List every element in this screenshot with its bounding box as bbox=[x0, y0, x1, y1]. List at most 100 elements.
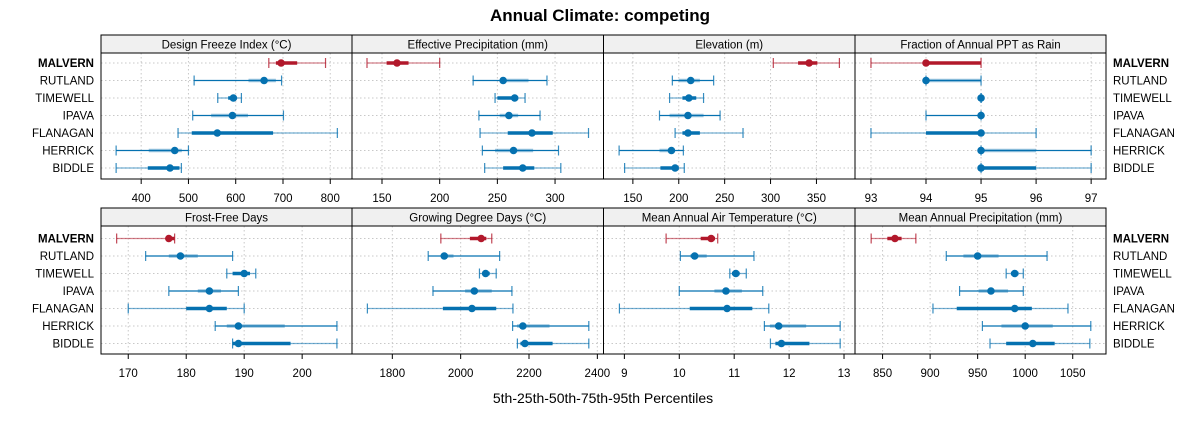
panel-1: Design Freeze Index (°C) 400 500 600 700 800 M… bbox=[32, 34, 353, 205]
row-label: MALVERN bbox=[38, 234, 94, 246]
median-point bbox=[521, 339, 529, 348]
panel-strip-title: Effective Precipitation (mm) bbox=[408, 40, 549, 52]
row-label: BIDDLE bbox=[1113, 339, 1155, 351]
median-point bbox=[722, 287, 730, 295]
median-point bbox=[176, 252, 185, 260]
row-label: MALVERN bbox=[1113, 58, 1169, 70]
row-label: MALVERN bbox=[1113, 234, 1169, 246]
median-point bbox=[234, 339, 243, 348]
x-tick-label: 95 bbox=[975, 193, 988, 205]
x-tick-label: 2400 bbox=[585, 368, 611, 380]
percentile-mark bbox=[115, 163, 182, 173]
row-label: TIMEWELL bbox=[1113, 93, 1172, 105]
percentile-mark bbox=[618, 145, 684, 156]
percentile-mark bbox=[192, 110, 285, 121]
percentile-mark bbox=[512, 321, 590, 331]
percentile-mark bbox=[432, 286, 513, 296]
median-point bbox=[977, 111, 985, 120]
panel-strip-title: Fraction of Annual PPT as Rain bbox=[900, 40, 1060, 52]
percentile-mark bbox=[977, 145, 1092, 156]
row-label: FLANAGAN bbox=[1113, 128, 1175, 140]
x-tick-label: 2200 bbox=[516, 368, 542, 380]
percentile-mark bbox=[674, 128, 744, 138]
x-tick-label: 97 bbox=[1085, 193, 1098, 205]
row-label: HERRICK bbox=[42, 146, 94, 158]
x-tick-label: 10 bbox=[673, 368, 686, 380]
median-point bbox=[777, 339, 786, 348]
median-point bbox=[690, 252, 699, 260]
x-tick-label: 200 bbox=[669, 193, 688, 205]
median-point bbox=[667, 146, 676, 155]
median-point bbox=[1021, 322, 1029, 330]
row-label: IPAVA bbox=[1113, 111, 1145, 123]
x-tick-label: 94 bbox=[920, 193, 933, 205]
median-point bbox=[440, 252, 449, 260]
percentile-mark bbox=[479, 128, 590, 138]
median-point bbox=[205, 287, 214, 295]
median-point bbox=[1010, 304, 1019, 313]
row-label: IPAVA bbox=[63, 286, 95, 298]
median-point bbox=[165, 234, 173, 243]
median-point bbox=[1010, 269, 1019, 278]
panel-strip-title: Mean Annual Air Temperature (°C) bbox=[642, 213, 817, 225]
median-point bbox=[229, 94, 238, 102]
median-point bbox=[510, 94, 519, 102]
panel-6: Growing Degree Days (°C) 1800 2000 2200 2400 bbox=[351, 207, 611, 380]
panel-border bbox=[603, 52, 856, 180]
median-point bbox=[234, 322, 243, 330]
row-label: MALVERN bbox=[38, 58, 94, 70]
x-tick-label: 190 bbox=[235, 368, 254, 380]
percentile-mark bbox=[427, 251, 501, 261]
median-point bbox=[685, 94, 693, 102]
percentile-mark bbox=[145, 251, 234, 261]
row-label: FLANAGAN bbox=[32, 128, 94, 140]
x-tick-label: 850 bbox=[873, 368, 892, 380]
x-tick-label: 950 bbox=[968, 368, 987, 380]
median-point bbox=[1028, 339, 1037, 348]
percentile-mark bbox=[671, 75, 715, 86]
median-point bbox=[686, 76, 695, 85]
row-label: RUTLAND bbox=[40, 251, 94, 263]
row-label: RUTLAND bbox=[40, 76, 94, 88]
x-tick-label: 170 bbox=[119, 368, 138, 380]
panel-3: Elevation (m) 150 200 250 300 350 bbox=[603, 34, 856, 205]
median-point bbox=[684, 111, 692, 120]
median-point bbox=[977, 94, 985, 102]
percentile-mark bbox=[932, 303, 1069, 314]
percentile-mark bbox=[679, 251, 755, 261]
row-label: TIMEWELL bbox=[35, 269, 94, 281]
x-axis-label: 5th-25th-50th-75th-95th Percentiles bbox=[493, 390, 713, 406]
percentile-mark bbox=[678, 286, 764, 296]
percentile-mark bbox=[440, 233, 493, 244]
percentile-mark bbox=[366, 58, 441, 68]
x-tick-label: 1000 bbox=[1012, 368, 1038, 380]
percentile-mark bbox=[226, 268, 257, 279]
x-tick-label: 600 bbox=[226, 193, 245, 205]
x-tick-label: 350 bbox=[807, 193, 826, 205]
percentile-mark bbox=[668, 93, 705, 103]
panel-8: Mean Annual Precipitation (mm) 850 900 950 1… bbox=[854, 207, 1175, 380]
median-point bbox=[977, 129, 985, 137]
median-point bbox=[732, 269, 740, 278]
percentile-mark bbox=[116, 233, 176, 244]
percentile-mark bbox=[494, 93, 526, 103]
x-tick-label: 180 bbox=[177, 368, 196, 380]
percentile-mark bbox=[624, 163, 685, 173]
median-point bbox=[481, 269, 490, 278]
x-tick-label: 93 bbox=[865, 193, 878, 205]
row-label: FLANAGAN bbox=[32, 304, 94, 316]
x-tick-label: 300 bbox=[761, 193, 780, 205]
percentile-mark bbox=[945, 251, 1048, 261]
median-point bbox=[240, 269, 248, 278]
percentile-mark bbox=[922, 75, 982, 86]
x-tick-label: 250 bbox=[715, 193, 734, 205]
x-tick-label: 150 bbox=[372, 193, 391, 205]
panel-strip-title: Mean Annual Precipitation (mm) bbox=[899, 213, 1063, 225]
median-point bbox=[468, 304, 476, 313]
x-tick-label: 500 bbox=[179, 193, 198, 205]
percentile-mark bbox=[214, 321, 338, 331]
median-point bbox=[505, 111, 513, 120]
percentile-mark bbox=[472, 75, 548, 86]
median-point bbox=[977, 146, 985, 155]
